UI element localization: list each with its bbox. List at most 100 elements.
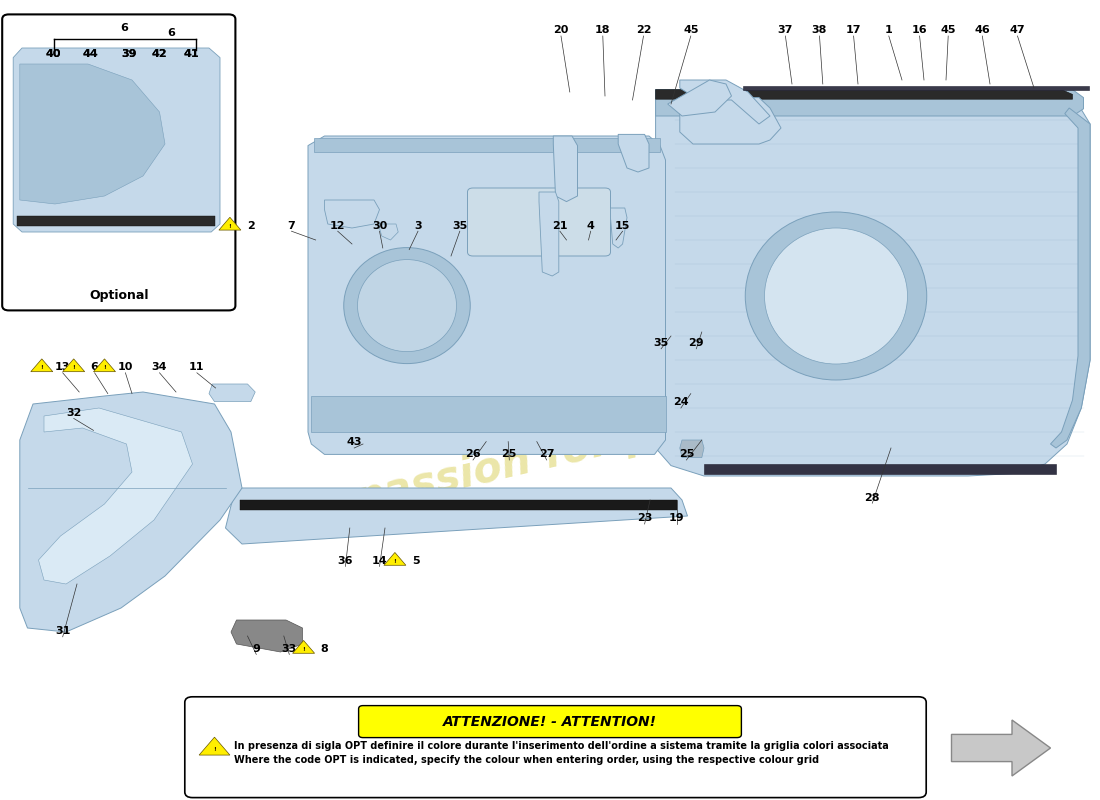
- Polygon shape: [680, 80, 770, 124]
- Polygon shape: [656, 90, 1090, 476]
- Text: 31: 31: [55, 626, 70, 636]
- Text: 20: 20: [553, 26, 569, 35]
- FancyBboxPatch shape: [185, 697, 926, 798]
- Ellipse shape: [746, 212, 926, 380]
- Text: 23: 23: [637, 514, 652, 523]
- Text: 5: 5: [412, 556, 419, 566]
- Polygon shape: [952, 720, 1050, 776]
- Text: 45: 45: [683, 26, 698, 35]
- Text: 6: 6: [120, 23, 129, 33]
- Text: 46: 46: [975, 26, 990, 35]
- Text: 18: 18: [595, 26, 610, 35]
- Text: !: !: [394, 559, 396, 564]
- Polygon shape: [680, 440, 704, 458]
- Text: In presenza di sigla OPT definire il colore durante l'inserimento dell'ordine a : In presenza di sigla OPT definire il col…: [234, 741, 889, 750]
- FancyBboxPatch shape: [468, 188, 610, 256]
- Text: !: !: [73, 366, 75, 370]
- Polygon shape: [63, 359, 85, 372]
- Polygon shape: [618, 134, 649, 172]
- Text: 42: 42: [152, 49, 167, 58]
- Polygon shape: [668, 80, 732, 116]
- Text: !: !: [103, 366, 106, 370]
- Text: 21: 21: [552, 221, 568, 230]
- Text: Optional: Optional: [89, 290, 148, 302]
- Text: 25: 25: [502, 450, 517, 459]
- Polygon shape: [20, 64, 165, 204]
- Text: 9: 9: [252, 644, 261, 654]
- Text: 44: 44: [82, 49, 98, 58]
- Text: 27: 27: [539, 450, 554, 459]
- Polygon shape: [314, 138, 660, 152]
- Polygon shape: [13, 48, 220, 232]
- Polygon shape: [94, 359, 115, 372]
- Polygon shape: [240, 500, 676, 510]
- Polygon shape: [16, 216, 214, 226]
- Text: 43: 43: [346, 438, 362, 447]
- Polygon shape: [324, 200, 380, 228]
- Text: 39: 39: [121, 49, 136, 58]
- Polygon shape: [704, 464, 1056, 474]
- Text: 44: 44: [82, 49, 98, 58]
- Text: 22: 22: [636, 26, 651, 35]
- Polygon shape: [539, 192, 559, 276]
- Text: 8: 8: [320, 644, 329, 654]
- Text: 17: 17: [846, 26, 861, 35]
- Text: 42: 42: [152, 49, 167, 58]
- Text: 41: 41: [184, 49, 199, 58]
- Text: 35: 35: [653, 338, 669, 348]
- Text: 19: 19: [669, 514, 684, 523]
- Text: 36: 36: [338, 556, 353, 566]
- Polygon shape: [219, 218, 241, 230]
- Text: 11: 11: [189, 362, 205, 372]
- Text: !: !: [213, 747, 216, 752]
- Polygon shape: [1050, 108, 1090, 448]
- Text: Where the code OPT is indicated, specify the colour when entering order, using t: Where the code OPT is indicated, specify…: [234, 755, 820, 765]
- Text: 4: 4: [586, 221, 595, 230]
- Polygon shape: [39, 408, 192, 584]
- Text: 7: 7: [287, 221, 296, 230]
- Text: 1: 1: [884, 26, 893, 35]
- Text: 25: 25: [679, 450, 694, 459]
- Text: passion for parts: passion for parts: [351, 390, 749, 522]
- Text: 37: 37: [778, 26, 793, 35]
- Text: 35: 35: [452, 221, 468, 230]
- Text: 28: 28: [865, 493, 880, 502]
- Polygon shape: [384, 553, 406, 566]
- FancyBboxPatch shape: [2, 14, 235, 310]
- Polygon shape: [20, 392, 242, 632]
- Text: 30: 30: [372, 221, 387, 230]
- Text: 16: 16: [912, 26, 927, 35]
- Polygon shape: [656, 90, 1084, 116]
- Polygon shape: [553, 136, 578, 202]
- Polygon shape: [293, 641, 315, 654]
- Text: 6: 6: [167, 28, 176, 38]
- Text: 40: 40: [45, 49, 60, 58]
- Text: 38: 38: [812, 26, 827, 35]
- Text: 10: 10: [118, 362, 133, 372]
- Polygon shape: [231, 620, 302, 652]
- Polygon shape: [742, 86, 1089, 90]
- Polygon shape: [656, 90, 1072, 99]
- Text: 33: 33: [282, 644, 297, 654]
- Text: 2: 2: [246, 221, 255, 230]
- Polygon shape: [199, 737, 230, 755]
- Polygon shape: [209, 384, 255, 402]
- Text: 40: 40: [45, 49, 60, 58]
- Text: 13: 13: [55, 362, 70, 372]
- Text: 14: 14: [372, 556, 387, 566]
- Polygon shape: [379, 224, 398, 240]
- Text: 47: 47: [1010, 26, 1025, 35]
- Text: !: !: [229, 224, 231, 229]
- Polygon shape: [311, 396, 666, 432]
- Text: ATTENZIONE! - ATTENTION!: ATTENZIONE! - ATTENTION!: [443, 714, 657, 729]
- Text: 45: 45: [940, 26, 956, 35]
- Text: 29: 29: [689, 338, 704, 348]
- Text: 15: 15: [615, 221, 630, 230]
- Text: 34: 34: [152, 362, 167, 372]
- Ellipse shape: [343, 248, 471, 363]
- FancyBboxPatch shape: [359, 706, 741, 738]
- Polygon shape: [680, 98, 781, 144]
- Text: 24: 24: [673, 398, 689, 407]
- Ellipse shape: [358, 259, 456, 352]
- Text: !: !: [41, 366, 43, 370]
